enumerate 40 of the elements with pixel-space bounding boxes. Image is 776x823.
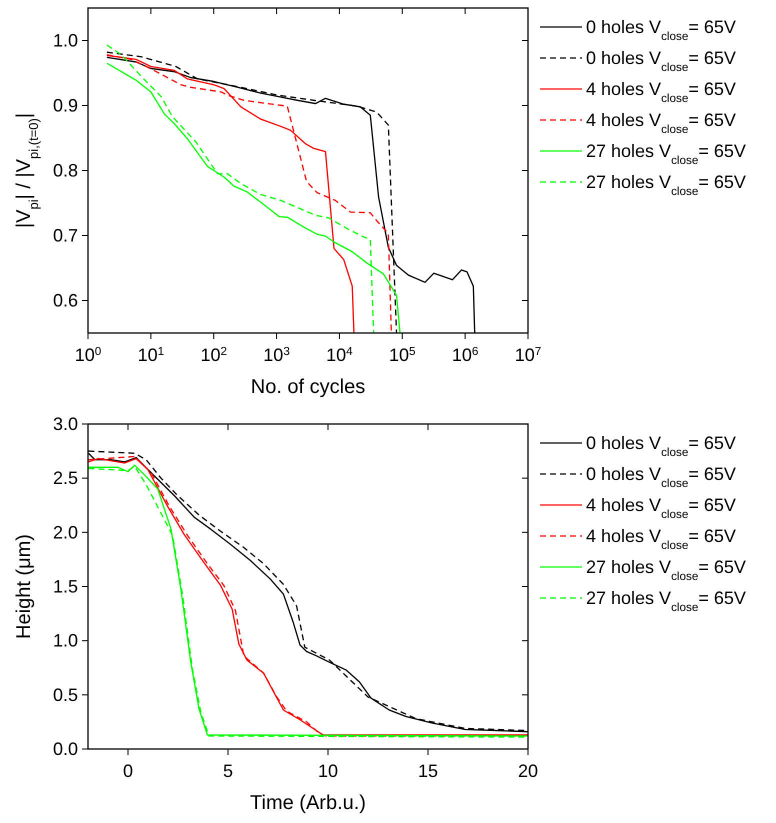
y-tick-label: 1.0 — [52, 630, 78, 651]
x-tick-label: 10$^{3}$ — [263, 344, 290, 365]
legend-label: 4 holes V$_{close}$= 65V — [586, 79, 736, 104]
x-tick-label: 10$^{6}$ — [452, 344, 478, 365]
y-tick-label: 0.8 — [52, 160, 78, 180]
legend-label: 4 holes V$_{close}$= 65V — [586, 110, 736, 136]
x-axis-title: No. of cycles — [250, 376, 366, 398]
y-tick-label: 1.5 — [52, 576, 78, 596]
x-axis-title: Time (Arb.u.) — [250, 792, 366, 814]
legend-label: 0 holes V$_{close}$= 65V — [586, 433, 736, 458]
legend-label: 27 holes V$_{close}$= 65V — [586, 557, 746, 582]
legend-label: 0 holes V$_{close}$= 65V — [586, 464, 736, 490]
y-axis-title: Height (μm) — [13, 534, 35, 639]
y-tick-label: 3.0 — [52, 414, 78, 434]
legend-label: 27 holes V$_{close}$= 65V — [586, 172, 746, 198]
legend-label: 0 holes V$_{close}$= 65V — [586, 17, 736, 42]
y-tick-label: 2.0 — [52, 522, 78, 542]
legend-label: 0 holes V$_{close}$= 65V — [586, 48, 736, 74]
x-tick-label: 10$^{1}$ — [138, 344, 164, 365]
y-tick-label: 1.0 — [52, 30, 78, 50]
x-tick-label: 20 — [518, 761, 538, 781]
legend-label: 4 holes V$_{close}$= 65V — [586, 526, 736, 552]
legend-label: 27 holes V$_{close}$= 65V — [586, 141, 746, 166]
x-tick-label: 10$^{0}$ — [74, 344, 102, 365]
legend-label: 27 holes V$_{close}$= 65V — [586, 588, 746, 614]
y-tick-label: 0.0 — [52, 739, 78, 759]
y-tick-label: 0.6 — [52, 290, 78, 310]
y-tick-label: 0.7 — [52, 226, 78, 246]
y-tick-label: 0.5 — [52, 684, 78, 705]
x-tick-label: 10$^{2}$ — [200, 344, 227, 365]
x-tick-label: 10$^{5}$ — [389, 344, 416, 365]
x-tick-label: 10$^{4}$ — [326, 344, 354, 365]
x-tick-label: 15 — [418, 761, 438, 781]
x-tick-label: 10$^{7}$ — [514, 344, 542, 365]
y-tick-label: 2.5 — [52, 468, 78, 488]
y-tick-label: 0.9 — [52, 96, 78, 116]
x-tick-label: 10 — [318, 761, 338, 781]
x-tick-label: 0 — [122, 761, 134, 781]
x-tick-label: 5 — [222, 761, 234, 781]
legend-label: 4 holes V$_{close}$= 65V — [586, 495, 736, 520]
